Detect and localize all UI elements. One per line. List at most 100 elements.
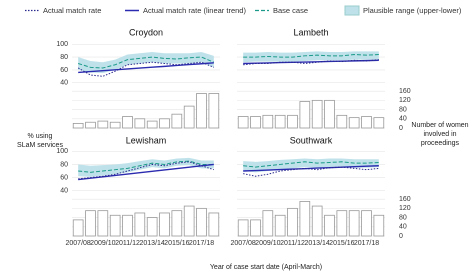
bar xyxy=(97,210,109,237)
line-trend xyxy=(78,163,214,181)
bar xyxy=(183,205,195,237)
line-base xyxy=(243,54,379,58)
line-base xyxy=(78,160,214,173)
line-base xyxy=(243,161,379,168)
bar xyxy=(122,116,133,129)
y2-axis-label: Number of women involved in proceedings xyxy=(411,122,468,147)
x-tick-label: 2013/14 xyxy=(140,240,165,247)
y-tick-label: 60 xyxy=(60,174,68,181)
y2-tick-label: 40 xyxy=(399,224,407,231)
bar xyxy=(250,219,261,237)
y2-tick-label: 0 xyxy=(399,125,403,132)
bar xyxy=(373,214,385,237)
y-tick-label: 100 xyxy=(56,148,68,155)
bar xyxy=(361,116,372,129)
y-tick-label: 60 xyxy=(60,67,68,74)
bar xyxy=(183,105,195,129)
bar xyxy=(134,212,146,237)
bar xyxy=(159,212,170,237)
bar xyxy=(299,101,311,129)
bar xyxy=(250,116,261,129)
x-tick-label: 2017/18 xyxy=(189,240,214,247)
bar xyxy=(311,99,323,129)
y-tick-label: 80 xyxy=(60,54,68,61)
x-tick-label: 2007/08 xyxy=(231,240,256,247)
x-tick-label: 2009/10 xyxy=(90,240,115,247)
bar xyxy=(109,214,121,237)
line-trend xyxy=(78,62,214,74)
bar xyxy=(324,214,335,237)
line-trend xyxy=(243,59,379,65)
bar xyxy=(72,219,84,237)
x-tick-label: 2015/16 xyxy=(329,240,354,247)
bar xyxy=(348,210,360,237)
bar xyxy=(237,116,249,129)
legend-label: Actual match rate (linear trend) xyxy=(143,6,246,15)
x-axis-label: Year of case start date (April-March) xyxy=(210,264,322,271)
legend-swatch xyxy=(344,5,360,16)
bar xyxy=(196,207,207,237)
y2-tick-label: 120 xyxy=(399,205,411,212)
bar xyxy=(361,210,372,237)
bar xyxy=(146,217,158,237)
y2-tick-label: 0 xyxy=(399,233,403,240)
range-band xyxy=(243,51,379,63)
bar xyxy=(274,114,286,129)
line-actual xyxy=(243,166,379,177)
bar xyxy=(299,201,311,237)
bar xyxy=(336,210,348,237)
bar xyxy=(122,214,133,237)
bar xyxy=(159,118,170,129)
legend-label: Actual match rate xyxy=(43,6,101,15)
y2-tick-label: 120 xyxy=(399,97,411,104)
panel-title: Lewisham xyxy=(126,135,167,145)
bar xyxy=(208,93,220,129)
bar xyxy=(109,121,121,129)
y-tick-label: 40 xyxy=(60,80,68,87)
bar xyxy=(262,114,274,129)
bar xyxy=(237,219,249,237)
bar xyxy=(72,122,84,129)
x-tick-label: 2009/10 xyxy=(255,240,280,247)
bar xyxy=(171,210,183,237)
y2-tick-label: 40 xyxy=(399,116,407,123)
x-tick-label: 2011/12 xyxy=(115,240,140,247)
bar xyxy=(311,205,323,237)
bar xyxy=(146,120,158,129)
y-tick-label: 100 xyxy=(56,41,68,48)
panel-title: Lambeth xyxy=(293,27,328,37)
x-tick-label: 2013/14 xyxy=(305,240,330,247)
line-base xyxy=(78,56,215,69)
y-axis-label: % using SLaM services xyxy=(17,133,63,149)
bar xyxy=(196,93,207,129)
line-actual xyxy=(77,61,215,77)
legend-label: Base case xyxy=(273,6,308,15)
bar xyxy=(134,118,146,129)
bar xyxy=(262,210,274,237)
y2-tick-label: 80 xyxy=(399,214,407,221)
x-tick-label: 2015/16 xyxy=(164,240,189,247)
y2-tick-label: 80 xyxy=(399,106,407,113)
line-actual xyxy=(78,161,214,180)
range-band xyxy=(78,157,214,177)
bar xyxy=(348,117,360,129)
legend-label: Plausible range (upper-lower) xyxy=(363,6,462,15)
y2-tick-label: 160 xyxy=(399,196,411,203)
bar xyxy=(373,117,385,129)
bar xyxy=(97,120,109,129)
x-tick-label: 2007/08 xyxy=(66,240,91,247)
bar xyxy=(85,210,96,237)
bar xyxy=(287,114,298,129)
y-tick-label: 80 xyxy=(60,161,68,168)
y-tick-label: 40 xyxy=(60,188,68,195)
x-tick-label: 2011/12 xyxy=(280,240,305,247)
bar xyxy=(274,214,286,237)
line-trend xyxy=(243,165,379,172)
bar xyxy=(85,121,96,129)
x-tick-label: 2017/18 xyxy=(354,240,379,247)
bar xyxy=(208,212,220,237)
panel-title: Southwark xyxy=(290,135,333,145)
y2-tick-label: 160 xyxy=(399,88,411,95)
bar xyxy=(324,99,335,129)
